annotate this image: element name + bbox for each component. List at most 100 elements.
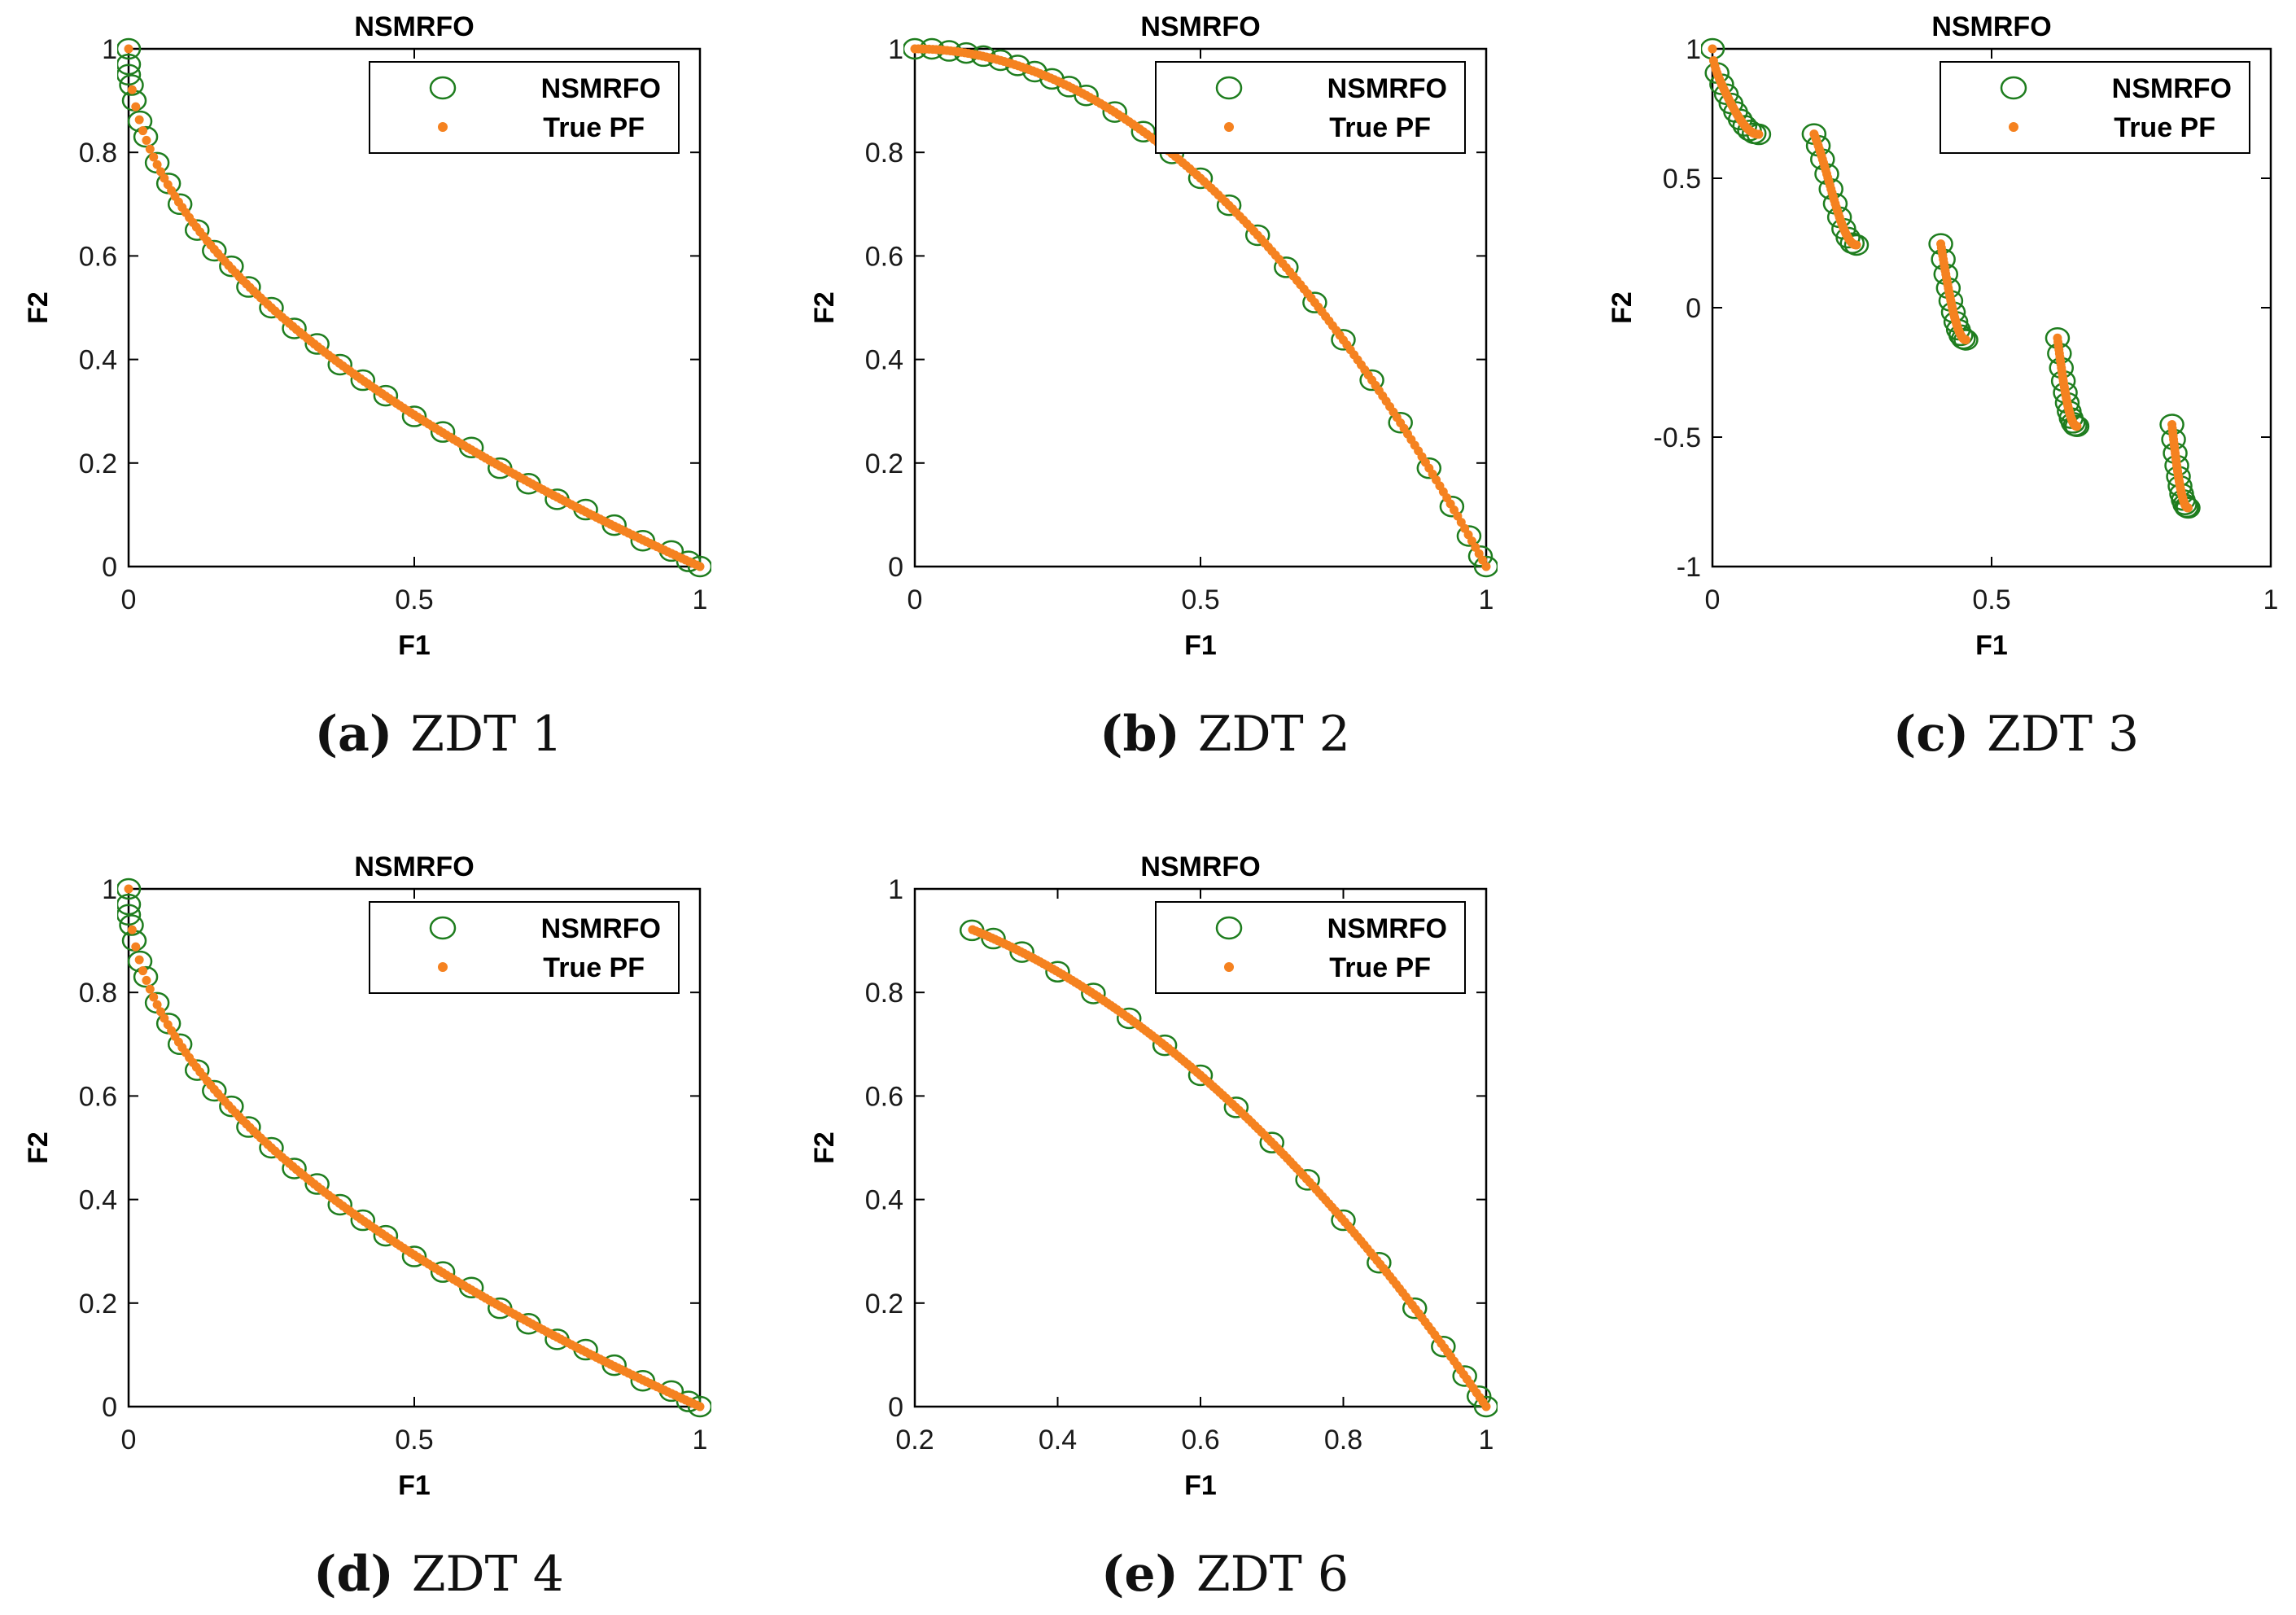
nsmrfo-point xyxy=(1388,411,1413,434)
true-pf-point xyxy=(124,884,133,894)
legend-nsmrfo-marker xyxy=(1215,76,1243,100)
x-tick-label: 0.2 xyxy=(895,1425,934,1455)
subfigure-caption: (d) ZDT 4 xyxy=(313,1546,564,1603)
nsmrfo-point xyxy=(1452,1365,1477,1387)
y-tick-label: 0 xyxy=(102,552,117,583)
legend-true-pf-label: True PF xyxy=(1329,112,1431,143)
chart-title: NSMRFO xyxy=(354,11,474,42)
x-tick-label: 0.6 xyxy=(1181,1425,1219,1455)
legend-nsmrfo-marker xyxy=(429,76,457,100)
caption-letter: (e) xyxy=(1101,1546,1179,1603)
subfigure-caption: (b) ZDT 2 xyxy=(1100,706,1350,763)
x-axis-label: F1 xyxy=(1975,630,2008,661)
nsmrfo-point xyxy=(1331,329,1356,351)
legend-box xyxy=(369,901,680,994)
caption-text: ZDT 1 xyxy=(410,706,562,763)
y-tick-label: 0.8 xyxy=(865,978,903,1009)
nsmrfo-point xyxy=(1473,555,1498,578)
nsmrfo-point xyxy=(1439,495,1465,518)
nsmrfo-point xyxy=(219,1095,244,1118)
true-pf-point xyxy=(1481,562,1491,571)
true-pf-point xyxy=(1852,240,1861,250)
true-pf-point xyxy=(127,85,137,94)
nsmrfo-point xyxy=(1259,1131,1284,1153)
nsmrfo-point xyxy=(202,1079,227,1102)
x-tick-label: 0.4 xyxy=(1039,1425,1077,1455)
legend: NSMRFO True PF xyxy=(1155,901,1466,994)
x-tick-label: 1 xyxy=(2263,584,2279,615)
nsmrfo-point xyxy=(304,1173,330,1195)
x-axis-label: F1 xyxy=(398,630,431,661)
y-tick-label: 0.2 xyxy=(79,1289,117,1320)
y-tick-label: 0.8 xyxy=(865,138,903,169)
nsmrfo-point xyxy=(1216,194,1242,217)
chart-title: NSMRFO xyxy=(354,851,474,882)
legend-true-pf-marker xyxy=(438,122,448,132)
true-pf-point xyxy=(1708,44,1717,54)
legend-nsmrfo-label: NSMRFO xyxy=(1327,913,1447,944)
nsmrfo-point xyxy=(430,1261,456,1283)
caption-text: ZDT 3 xyxy=(1987,706,2139,763)
nsmrfo-point xyxy=(1187,1064,1214,1087)
true-pf-point xyxy=(138,126,148,136)
subfigure-caption: (a) ZDT 1 xyxy=(315,706,563,763)
y-tick-label: 0 xyxy=(102,1392,117,1423)
legend-true-pf-marker xyxy=(438,962,448,972)
x-tick-label: 1 xyxy=(1479,1425,1494,1455)
caption-letter: (d) xyxy=(313,1546,394,1603)
true-pf-point xyxy=(134,955,144,965)
y-axis-label: F2 xyxy=(23,291,54,324)
nsmrfo-point xyxy=(167,1033,193,1056)
nsmrfo-point xyxy=(373,1224,399,1247)
nsmrfo-point xyxy=(1416,457,1442,479)
legend-true-pf-label: True PF xyxy=(543,952,645,983)
nsmrfo-point xyxy=(1456,525,1482,547)
legend-nsmrfo-marker xyxy=(429,916,457,940)
y-tick-label: 0 xyxy=(888,1392,903,1423)
nsmrfo-point xyxy=(133,125,159,148)
x-tick-label: 0 xyxy=(121,584,137,615)
legend: NSMRFO True PF xyxy=(369,901,680,994)
legend-nsmrfo-label: NSMRFO xyxy=(541,913,661,944)
y-tick-label: 0.6 xyxy=(865,241,903,272)
legend-nsmrfo-label: NSMRFO xyxy=(2112,73,2232,104)
data-layer xyxy=(959,919,1498,1418)
nsmrfo-point xyxy=(1331,1209,1356,1232)
y-tick-label: 0.6 xyxy=(79,241,117,272)
y-tick-label: 0.2 xyxy=(79,449,117,479)
nsmrfo-point xyxy=(1367,1251,1392,1274)
legend-true-pf-label: True PF xyxy=(2114,112,2215,143)
legend-nsmrfo-marker xyxy=(2000,76,2027,100)
nsmrfo-point xyxy=(117,904,142,926)
legend-nsmrfo-label: NSMRFO xyxy=(1327,73,1447,104)
true-pf-point xyxy=(155,167,165,177)
y-tick-label: 0.4 xyxy=(865,1185,903,1216)
y-tick-label: 0.6 xyxy=(865,1081,903,1112)
true-pf-point xyxy=(138,966,148,976)
nsmrfo-point xyxy=(1152,1034,1178,1057)
legend-nsmrfo-label: NSMRFO xyxy=(541,73,661,104)
x-axis-label: F1 xyxy=(1184,1470,1217,1501)
y-axis-label: F2 xyxy=(809,291,840,324)
true-pf-point xyxy=(152,1000,162,1009)
true-pf-point xyxy=(1481,1402,1491,1411)
nsmrfo-point xyxy=(1244,224,1270,247)
y-axis-label: F2 xyxy=(1607,291,1638,324)
nsmrfo-point xyxy=(1274,256,1299,278)
subfigure-caption: (c) ZDT 3 xyxy=(1893,706,2139,763)
x-tick-label: 0 xyxy=(121,1425,137,1455)
nsmrfo-point xyxy=(1473,1395,1498,1418)
nsmrfo-point xyxy=(1953,329,1979,351)
data-layer xyxy=(1701,37,2201,519)
nsmrfo-point xyxy=(2064,415,2090,437)
x-tick-label: 1 xyxy=(693,1425,708,1455)
x-tick-label: 0.5 xyxy=(395,1425,433,1455)
true-pf-point xyxy=(695,562,705,571)
nsmrfo-point xyxy=(1843,234,1870,256)
legend: NSMRFO True PF xyxy=(1940,61,2250,154)
nsmrfo-point xyxy=(327,353,352,376)
nsmrfo-point xyxy=(1074,84,1099,107)
x-axis-label: F1 xyxy=(1184,630,1217,661)
